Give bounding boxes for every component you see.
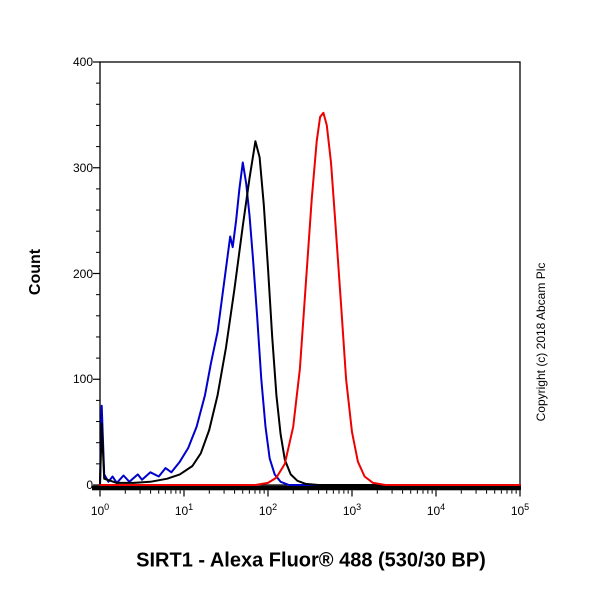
y-tick-label: 400 (72, 55, 93, 69)
plot-frame (99, 61, 521, 486)
y-tick-label: 200 (72, 266, 93, 281)
x-tick-label: 104 (426, 502, 446, 518)
secondary-antibody-only-control-curve (99, 161, 521, 486)
x-axis-baseline (92, 485, 521, 491)
y-tick-label: 100 (72, 372, 93, 387)
y-tick-label: 300 (72, 160, 93, 175)
y-tick-label: 0 (86, 478, 93, 492)
y-axis-title: Count (27, 248, 44, 296)
copyright-text: Copyright (c) 2018 Abcam Plc (534, 262, 548, 422)
x-tick-label: 100 (90, 502, 110, 518)
SIRT1-Alexa-Fluor-488-curve (99, 111, 521, 486)
x-tick-label: 101 (174, 502, 194, 518)
x-tick-label: 103 (342, 502, 362, 518)
x-axis-title: SIRT1 - Alexa Fluor® 488 (530/30 BP) (136, 549, 486, 572)
x-tick-label: 102 (258, 502, 278, 518)
x-tick-label: 105 (510, 502, 530, 518)
unlabelled-control-curve (99, 140, 521, 486)
